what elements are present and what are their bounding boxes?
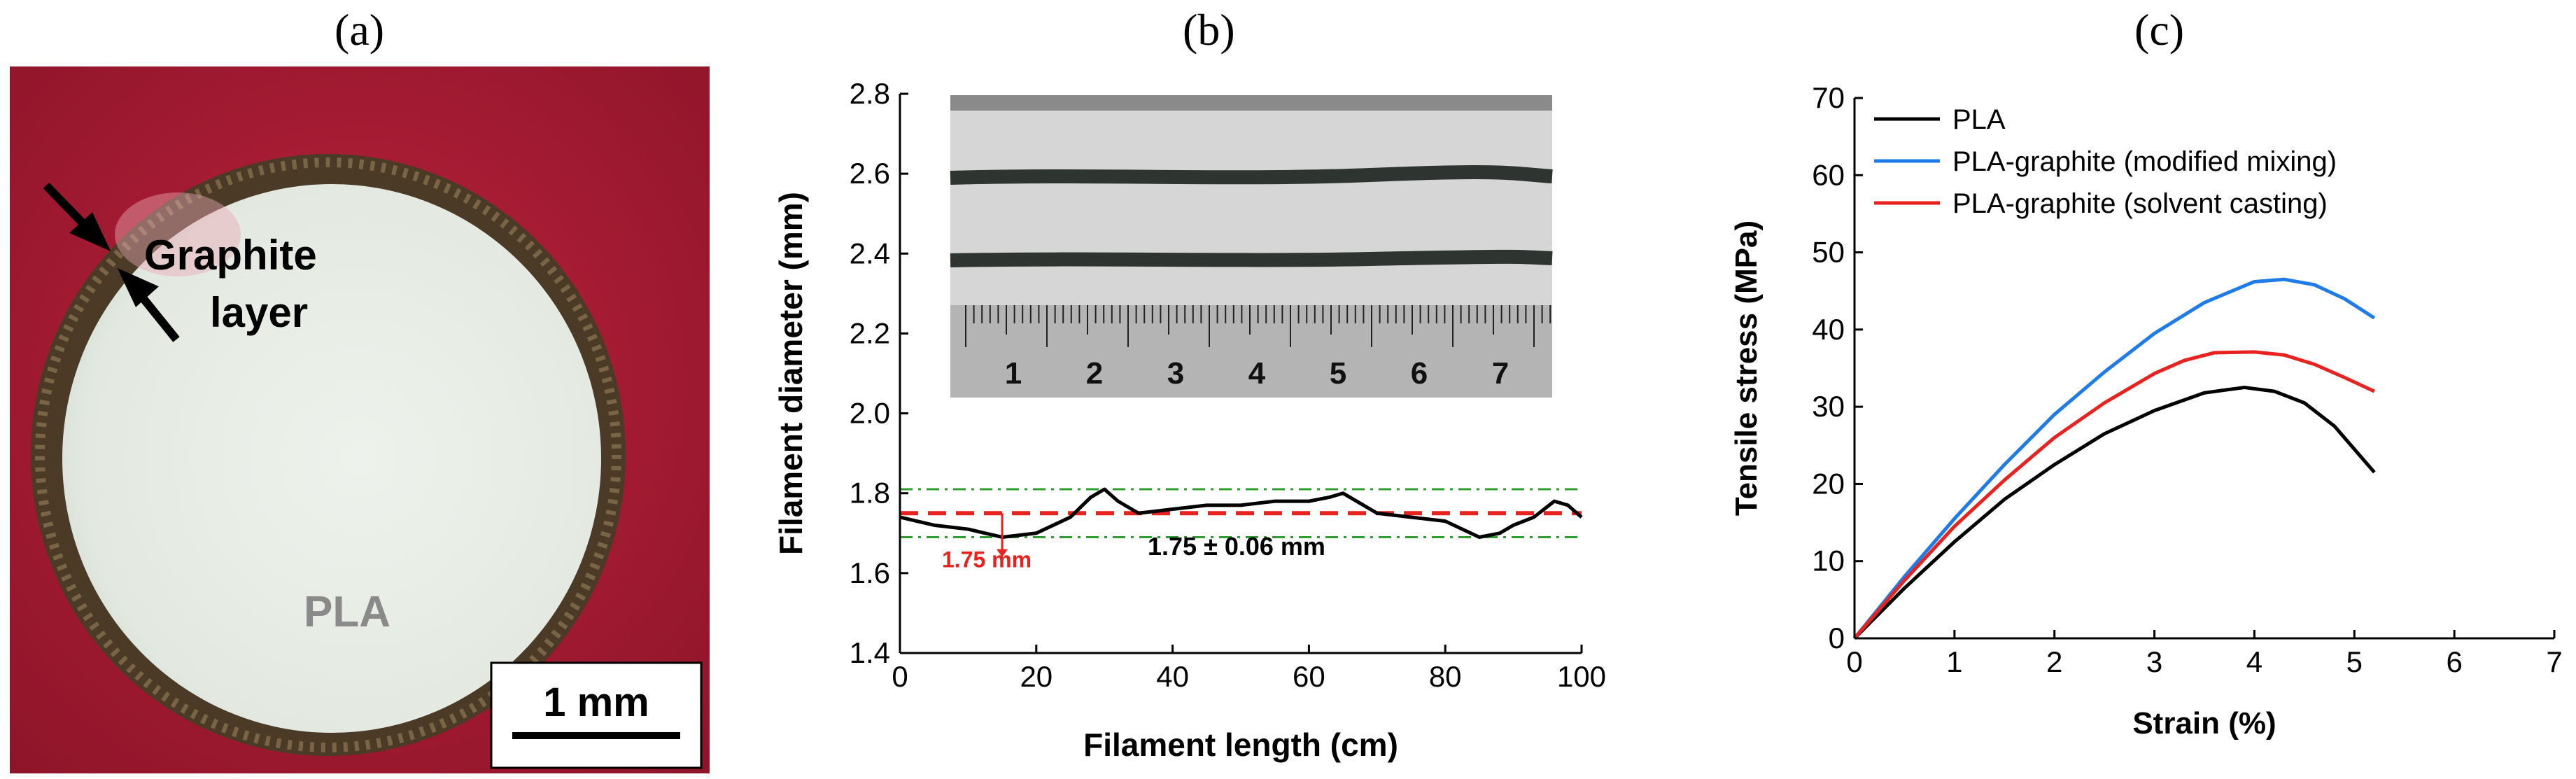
- x-tick-label: 5: [2346, 645, 2363, 678]
- tick-labels: 0 20 40 60 80 100 1.4 1.6 1.8 2.0 2.2 2.4 2.6 2.8: [850, 77, 1606, 693]
- y-tick-label: 30: [1812, 390, 1845, 423]
- scale-bar-box: [490, 661, 703, 769]
- series-line-2: [1853, 277, 2376, 640]
- y-tick-label: 2.8: [850, 77, 890, 110]
- scale-bar-label: 1 mm: [543, 680, 649, 725]
- y-tick-label: 10: [1812, 545, 1845, 577]
- panel-letter-c: (c): [2134, 5, 2185, 55]
- ruler-label: 4: [1248, 356, 1266, 391]
- x-axis-label: Strain (%): [2132, 706, 2276, 741]
- y-tick-label: 50: [1812, 236, 1845, 269]
- y-tick-label: 0: [1829, 622, 1845, 654]
- x-tick-label: 80: [1429, 660, 1462, 693]
- y-tick-label: 2.2: [850, 316, 890, 349]
- inset-top-band: [950, 95, 1552, 111]
- arrow-icon: [43, 182, 180, 342]
- series-line-3: [1853, 350, 2375, 640]
- y-axis-label: Filament diameter (mm): [773, 192, 809, 555]
- legend-entry-1: PLA: [1952, 104, 2006, 135]
- x-tick-label: 2: [2046, 645, 2062, 678]
- ruler-label: 5: [1330, 356, 1346, 391]
- x-tick-label: 20: [1020, 660, 1053, 693]
- graphite-label-line1: Graphite: [144, 232, 317, 279]
- panel-a-micrograph: Graphite layer PLA 1 mm: [10, 66, 710, 773]
- y-tick-label: 2.4: [850, 237, 890, 269]
- graphite-label-line2: layer: [210, 289, 308, 336]
- x-tick-label: 7: [2546, 645, 2562, 678]
- y-tick-label: 40: [1812, 313, 1845, 346]
- axes: [1853, 97, 2556, 640]
- ruler: [950, 305, 1552, 398]
- pink-tint: [115, 192, 241, 276]
- y-tick-label: 20: [1812, 467, 1845, 500]
- x-tick-label: 4: [2246, 645, 2262, 678]
- x-tick-label: 0: [1846, 645, 1862, 678]
- graphite-ring-texture: [35, 157, 621, 752]
- ruler-label: 3: [1167, 356, 1184, 391]
- ruler-label: 6: [1411, 356, 1428, 391]
- legend-entry-3: PLA-graphite (solvent casting): [1952, 188, 2328, 219]
- y-tick-label: 1.4: [850, 636, 890, 669]
- axes: [899, 92, 1583, 654]
- legend: PLA PLA-graphite (modified mixing) PLA-gra…: [1874, 104, 2337, 219]
- series-lines: [1853, 277, 2376, 640]
- legend-entry-2: PLA-graphite (modified mixing): [1952, 146, 2337, 177]
- panel-letter-a: (a): [335, 5, 385, 55]
- mean-arrowhead-icon: [997, 549, 1008, 558]
- filament-strand-2: [950, 249, 1553, 267]
- x-tick-label: 3: [2146, 645, 2162, 678]
- x-axis-label: Filament length (cm): [1083, 727, 1398, 763]
- y-tick-label: 70: [1812, 81, 1845, 114]
- y-tick-label: 2.6: [850, 157, 890, 190]
- filament-photo-inset: 1 2 3 4 5 6 7: [950, 95, 1553, 398]
- pla-center-label: PLA: [304, 588, 390, 636]
- ruler-label: 1: [1005, 356, 1022, 391]
- x-tick-label: 0: [892, 660, 908, 693]
- series-lines: [899, 487, 1583, 558]
- series-line-1: [1853, 386, 2376, 640]
- x-tick-label: 1: [1946, 645, 1962, 678]
- x-tick-label: 60: [1293, 660, 1325, 693]
- y-tick-label: 60: [1812, 158, 1845, 191]
- range-annotation: 1.75 ± 0.06 mm: [1148, 532, 1325, 561]
- y-tick-label: 1.8: [850, 477, 890, 510]
- filament-strand-1: [950, 165, 1553, 185]
- x-tick-label: 6: [2446, 645, 2462, 678]
- chart-filament-diameter: 1 2 3 4 5 6 7 0 20 40 60 80 100 1.4 1.6 1.8 2.0 2.2 2.4 2.…: [773, 77, 1606, 763]
- y-tick-label: 1.6: [850, 556, 890, 589]
- ruler-label: 2: [1086, 356, 1103, 391]
- x-tick-label: 100: [1557, 660, 1606, 693]
- x-tick-label: 40: [1156, 660, 1189, 693]
- y-axis-label: Tensile stress (MPa): [1729, 220, 1764, 516]
- series-line-1: [899, 487, 1583, 539]
- panel-letter-b: (b): [1183, 5, 1235, 55]
- mean-annotation: 1.75 mm: [942, 547, 1032, 572]
- ruler-label: 7: [1492, 356, 1509, 391]
- pla-core: [62, 184, 601, 733]
- y-tick-label: 2.0: [850, 397, 890, 430]
